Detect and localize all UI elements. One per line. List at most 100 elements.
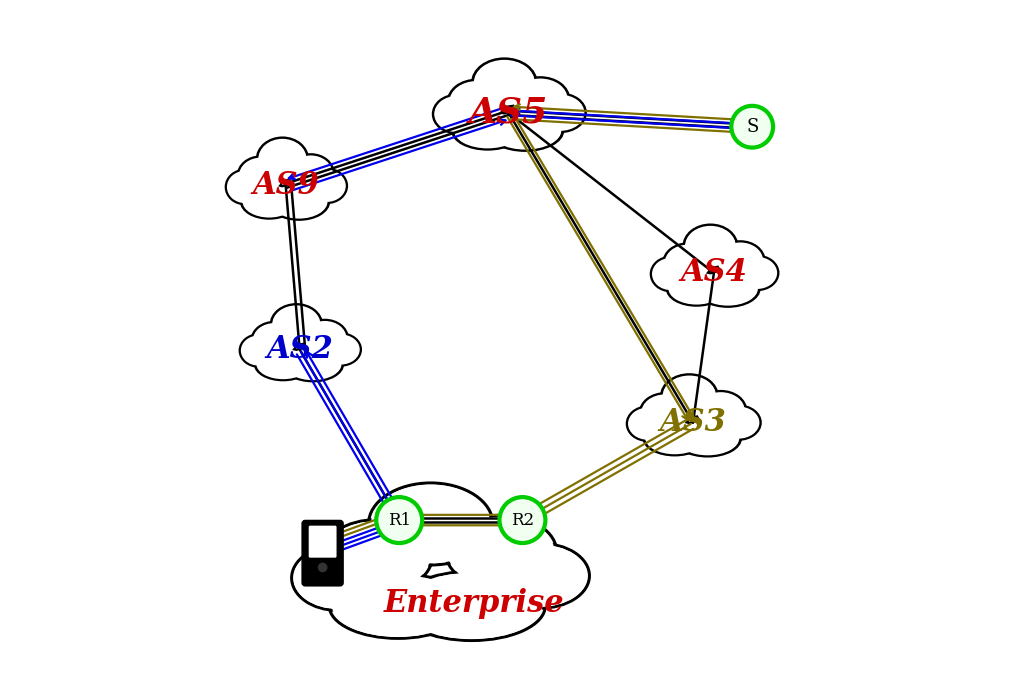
Ellipse shape (227, 171, 262, 203)
Circle shape (317, 563, 328, 572)
FancyBboxPatch shape (315, 527, 331, 533)
Ellipse shape (676, 421, 739, 455)
Text: AS3: AS3 (659, 407, 726, 438)
Ellipse shape (652, 258, 689, 290)
Ellipse shape (513, 78, 567, 120)
Ellipse shape (445, 515, 557, 589)
Ellipse shape (253, 323, 296, 357)
Ellipse shape (303, 321, 346, 355)
Circle shape (500, 497, 546, 543)
Ellipse shape (289, 154, 334, 192)
Ellipse shape (332, 575, 464, 637)
Ellipse shape (321, 334, 360, 365)
FancyBboxPatch shape (302, 521, 343, 586)
Ellipse shape (537, 95, 585, 131)
Ellipse shape (628, 408, 668, 440)
Text: Enterprise: Enterprise (383, 588, 564, 619)
Ellipse shape (283, 347, 343, 381)
Ellipse shape (536, 94, 586, 131)
Ellipse shape (645, 422, 705, 454)
Ellipse shape (669, 273, 725, 305)
Ellipse shape (697, 392, 744, 428)
Text: AS4: AS4 (681, 257, 748, 289)
Ellipse shape (271, 305, 322, 345)
Ellipse shape (371, 484, 490, 563)
Text: AS5: AS5 (469, 96, 548, 130)
Ellipse shape (640, 394, 690, 431)
Ellipse shape (663, 375, 716, 416)
Ellipse shape (453, 112, 522, 149)
Text: R1: R1 (388, 512, 411, 528)
Ellipse shape (241, 336, 276, 366)
Ellipse shape (257, 138, 307, 180)
Ellipse shape (489, 111, 561, 150)
Ellipse shape (487, 110, 563, 150)
Ellipse shape (242, 185, 297, 218)
Ellipse shape (322, 519, 432, 593)
Ellipse shape (737, 257, 777, 289)
Ellipse shape (307, 169, 346, 203)
Ellipse shape (736, 257, 778, 289)
Ellipse shape (685, 226, 736, 266)
Ellipse shape (322, 334, 359, 365)
Ellipse shape (255, 349, 311, 380)
Ellipse shape (450, 81, 504, 122)
Ellipse shape (292, 545, 383, 610)
Ellipse shape (433, 95, 480, 133)
Ellipse shape (307, 170, 346, 202)
Ellipse shape (473, 59, 537, 106)
Ellipse shape (641, 394, 689, 431)
Ellipse shape (285, 348, 341, 380)
Text: AS2: AS2 (266, 334, 333, 365)
Ellipse shape (684, 225, 737, 267)
Ellipse shape (239, 158, 283, 194)
Ellipse shape (718, 243, 763, 279)
Text: R2: R2 (511, 512, 534, 528)
Ellipse shape (272, 305, 321, 343)
Ellipse shape (628, 407, 669, 440)
Ellipse shape (696, 271, 759, 306)
Ellipse shape (474, 60, 535, 106)
Circle shape (731, 106, 773, 147)
FancyBboxPatch shape (308, 526, 337, 558)
Ellipse shape (226, 171, 263, 203)
Ellipse shape (494, 545, 588, 607)
Text: AS9: AS9 (252, 171, 319, 201)
Ellipse shape (668, 272, 726, 305)
Ellipse shape (644, 421, 706, 455)
Ellipse shape (447, 517, 554, 587)
Ellipse shape (256, 349, 310, 379)
Ellipse shape (675, 420, 740, 456)
Ellipse shape (239, 157, 283, 195)
Ellipse shape (324, 521, 430, 591)
Circle shape (376, 497, 422, 543)
Ellipse shape (330, 574, 467, 638)
Ellipse shape (398, 572, 545, 640)
Ellipse shape (270, 185, 328, 219)
Ellipse shape (697, 271, 758, 305)
Ellipse shape (665, 245, 711, 281)
Ellipse shape (243, 185, 296, 217)
Ellipse shape (269, 184, 329, 219)
Ellipse shape (664, 244, 711, 282)
Ellipse shape (240, 335, 278, 366)
Ellipse shape (717, 242, 764, 280)
Ellipse shape (454, 113, 521, 148)
Ellipse shape (289, 155, 333, 192)
Ellipse shape (258, 139, 306, 180)
Ellipse shape (252, 322, 297, 358)
Ellipse shape (294, 547, 381, 609)
Ellipse shape (369, 483, 493, 565)
Text: S: S (746, 117, 759, 136)
Ellipse shape (401, 573, 543, 639)
Ellipse shape (449, 80, 505, 123)
Ellipse shape (302, 320, 347, 356)
Ellipse shape (651, 257, 690, 291)
Ellipse shape (512, 78, 568, 120)
Ellipse shape (717, 406, 760, 439)
Ellipse shape (492, 543, 590, 608)
Ellipse shape (662, 375, 717, 417)
Ellipse shape (434, 96, 479, 132)
Ellipse shape (717, 407, 760, 439)
Ellipse shape (696, 391, 745, 429)
